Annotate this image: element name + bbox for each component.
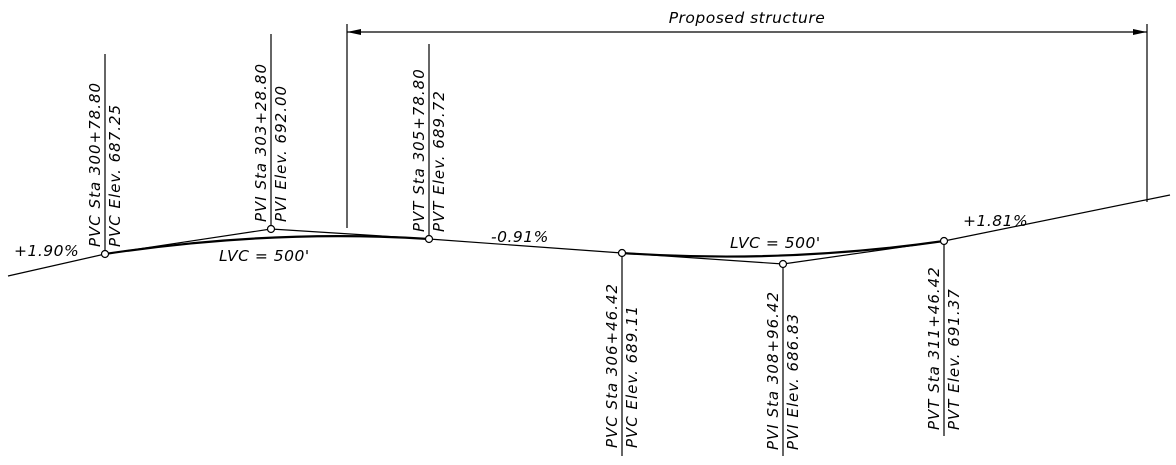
pvc2-elev-label: PVC Elev. 689.11 [623,305,641,448]
label-pvt2: PVT Sta 311+46.42 PVT Elev. 691.37 [925,266,963,430]
grade-line-middle [428,238,623,254]
pvt2-elev-label: PVT Elev. 691.37 [945,288,963,430]
crest-curve [104,235,430,256]
pvc2-sta-label: PVC Sta 306+46.42 [603,283,621,448]
proposed-structure-dimension: Proposed structure [346,9,1148,228]
pvt1-elev-label: PVT Elev. 689.72 [430,90,448,232]
pvt2-point-icon [939,236,949,246]
grade-line-left-ext [7,253,106,277]
pvt1-sta-label: PVT Sta 305+78.80 [410,68,428,232]
pvc1-elev-label: PVC Elev. 687.25 [106,104,124,247]
pvi1-point-icon [266,224,276,234]
label-pvt1: PVT Sta 305+78.80 PVT Elev. 689.72 [410,68,448,232]
arrow-right-icon [1133,29,1147,35]
label-pvc2: PVC Sta 306+46.42 PVC Elev. 689.11 [603,283,641,448]
label-pvi1: PVI Sta 303+28.80 PVI Elev. 692.00 [252,63,290,222]
grade-lines [7,194,1171,277]
pvi1-elev-label: PVI Elev. 692.00 [272,85,290,222]
pvi2-elev-label: PVI Elev. 686.83 [784,313,802,450]
pvc1-point-icon [100,249,110,259]
sag-curve-length-label: LVC = 500' [730,234,821,252]
pvt2-sta-label: PVT Sta 311+46.42 [925,266,943,430]
grade-left-label: +1.90% [14,242,79,260]
structure-title: Proposed structure [669,9,826,27]
grade-middle-label: -0.91% [491,228,549,246]
grade-right-label: +1.81% [963,212,1028,230]
sag-curve [621,239,945,258]
pvc2-point-icon [617,248,627,258]
pvi2-sta-label: PVI Sta 308+96.42 [764,291,782,450]
pvi1-sta-label: PVI Sta 303+28.80 [252,63,270,222]
crest-curve-length-label: LVC = 500' [219,247,310,265]
pvt1-point-icon [424,234,434,244]
arrow-left-icon [347,29,361,35]
grade-line-right-ext [943,194,1171,242]
label-pvi2: PVI Sta 308+96.42 PVI Elev. 686.83 [764,291,802,450]
pvc1-sta-label: PVC Sta 300+78.80 [86,82,104,247]
pvi2-point-icon [778,259,788,269]
label-pvc1: PVC Sta 300+78.80 PVC Elev. 687.25 [86,82,124,247]
